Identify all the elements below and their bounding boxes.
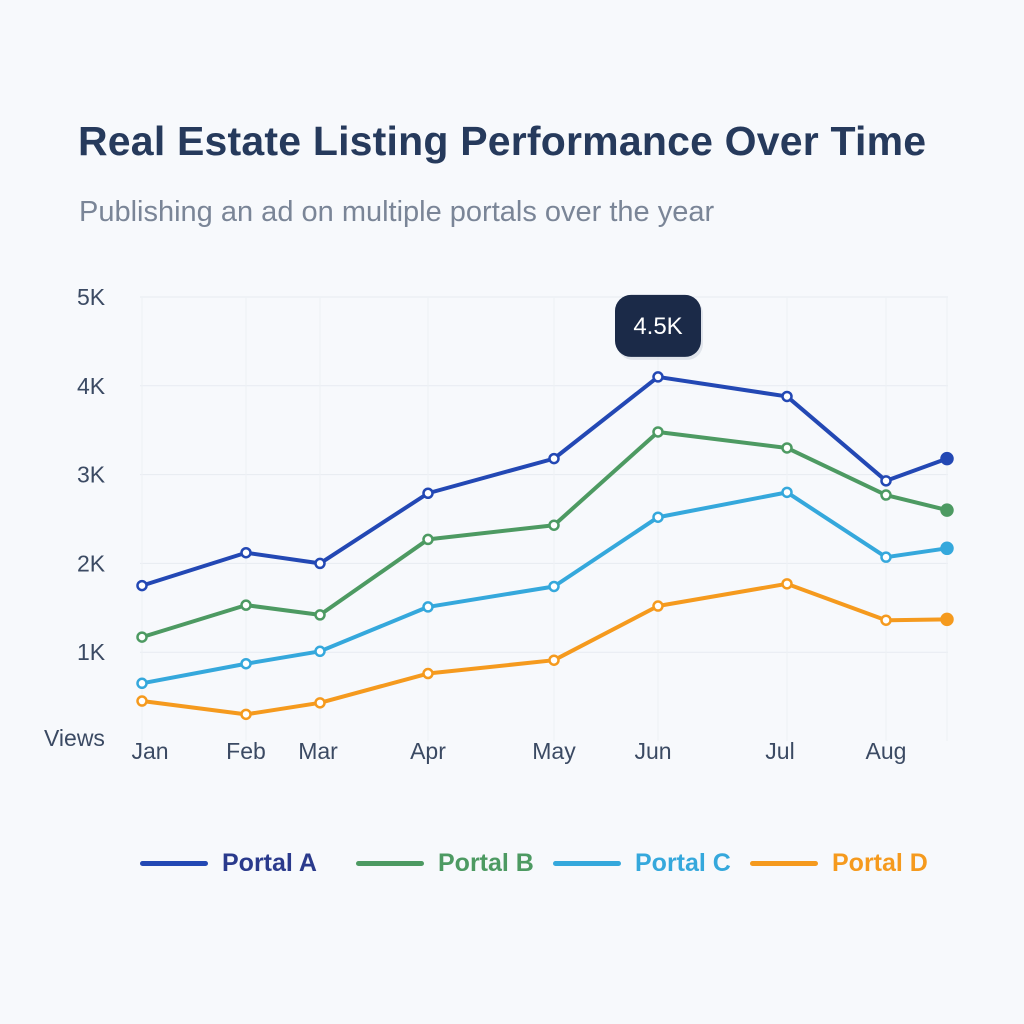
data-point[interactable] (314, 557, 326, 570)
data-point[interactable] (781, 442, 793, 454)
data-point[interactable] (240, 546, 252, 559)
data-point[interactable] (652, 511, 664, 523)
y-tick-label: 1K (77, 639, 106, 665)
y-tick-label: 3K (77, 462, 106, 488)
legend-item-portal-a[interactable]: Portal A (140, 846, 317, 880)
data-point[interactable] (652, 371, 664, 383)
data-point[interactable] (940, 503, 954, 517)
legend-label: Portal B (438, 848, 534, 877)
series-line-portal-d (140, 581, 949, 717)
x-tick-label: Mar (298, 738, 338, 764)
data-point[interactable] (422, 533, 434, 546)
x-tick-label: Jan (131, 738, 168, 764)
data-point[interactable] (548, 580, 560, 593)
data-point[interactable] (422, 667, 434, 680)
legend-label: Portal D (832, 848, 928, 877)
series-line-portal-c (140, 490, 949, 686)
data-point[interactable] (240, 599, 252, 611)
tooltip-label: 4.5K (633, 313, 682, 340)
legend-label: Portal A (222, 848, 317, 877)
data-point[interactable] (880, 489, 892, 501)
data-point[interactable] (314, 697, 326, 709)
data-point[interactable] (422, 601, 434, 613)
data-point[interactable] (136, 677, 148, 690)
x-tick-label: Aug (866, 738, 907, 764)
data-point[interactable] (136, 695, 148, 707)
y-axis-title: Views (44, 725, 105, 751)
legend-swatch (553, 860, 621, 866)
x-tick-label: May (532, 738, 576, 764)
x-tick-label: Apr (410, 738, 446, 764)
data-point[interactable] (880, 614, 892, 626)
data-point[interactable] (548, 654, 560, 666)
data-point[interactable] (880, 551, 892, 563)
y-tick-label: 5K (77, 284, 106, 310)
y-tick-label: 2K (77, 550, 106, 576)
data-point[interactable] (652, 426, 664, 438)
data-point[interactable] (940, 612, 954, 627)
legend-swatch (140, 860, 208, 866)
legend-item-portal-b[interactable]: Portal B (356, 846, 534, 880)
data-point[interactable] (240, 708, 252, 721)
legend-label: Portal C (635, 848, 731, 877)
legend-swatch (356, 860, 424, 866)
data-point[interactable] (422, 487, 434, 499)
data-point[interactable] (781, 486, 793, 499)
data-point[interactable] (136, 631, 148, 643)
chart-title: Real Estate Listing Performance Over Tim… (78, 118, 927, 164)
data-point[interactable] (548, 519, 560, 531)
chart-legend: Portal A Portal B Portal C Portal D (0, 846, 1024, 880)
x-tick-label: Jun (634, 738, 671, 764)
chart-subtitle: Publishing an ad on multiple portals ove… (79, 196, 715, 228)
series-line-portal-a (140, 374, 949, 588)
data-point[interactable] (548, 452, 560, 465)
data-point[interactable] (781, 578, 793, 590)
data-point[interactable] (240, 657, 252, 670)
data-point[interactable] (652, 600, 664, 612)
tooltip-box (615, 294, 701, 357)
y-tick-label: 4K (77, 373, 106, 399)
data-point[interactable] (314, 645, 326, 658)
data-point[interactable] (940, 451, 954, 466)
data-point[interactable] (940, 541, 954, 556)
x-tick-label: Feb (226, 738, 266, 764)
data-point[interactable] (314, 609, 326, 621)
data-point[interactable] (880, 475, 892, 487)
legend-swatch (750, 860, 818, 866)
data-point[interactable] (781, 390, 793, 403)
x-tick-label: Jul (765, 738, 794, 764)
legend-item-portal-d[interactable]: Portal D (750, 846, 928, 880)
legend-item-portal-c[interactable]: Portal C (553, 846, 731, 880)
data-point[interactable] (136, 579, 148, 592)
